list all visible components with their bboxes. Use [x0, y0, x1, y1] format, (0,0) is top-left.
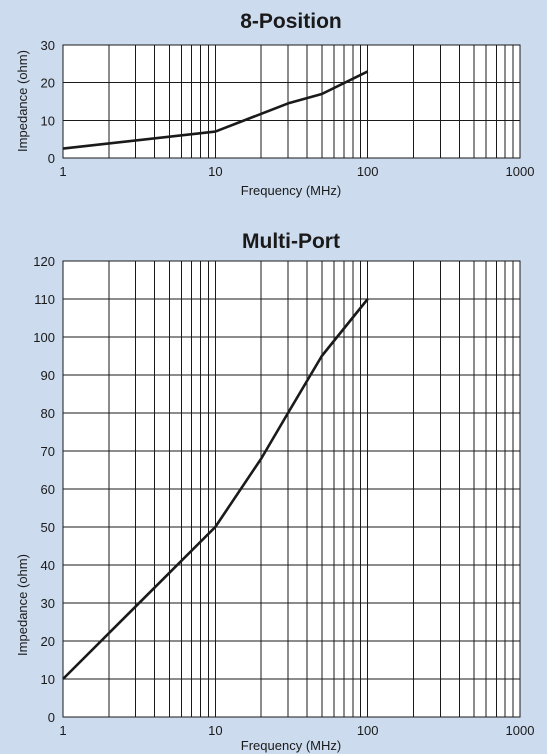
- series-line: [62, 70, 369, 150]
- y-tick-label: 60: [41, 482, 55, 497]
- series-line: [62, 298, 369, 680]
- x-tick-label: 1000: [506, 723, 535, 738]
- y-tick-label: 20: [41, 634, 55, 649]
- chart-multi-port: Multi-Port 01020304050607080901001101201…: [15, 230, 534, 753]
- y-tick-label: 70: [41, 444, 55, 459]
- x-tick-label: 10: [208, 723, 222, 738]
- y-tick-label: 20: [41, 76, 55, 91]
- x-tick-label: 100: [357, 723, 379, 738]
- x-tick-label: 1: [59, 723, 66, 738]
- plot-area: 0 10 20 30 1 10 100 1000: [41, 38, 535, 179]
- y-tick-label: 80: [41, 406, 55, 421]
- x-tick-label: 10: [208, 164, 222, 179]
- y-tick-label: 120: [33, 254, 55, 269]
- y-axis-label: Impedance (ohm): [15, 554, 30, 656]
- y-tick-label: 90: [41, 368, 55, 383]
- chart-title: 8-Position: [240, 10, 342, 33]
- y-tick-label: 110: [34, 292, 55, 307]
- y-tick-label: 10: [41, 113, 55, 128]
- y-tick-label: 40: [41, 558, 55, 573]
- y-axis-label: Impedance (ohm): [15, 50, 30, 152]
- y-tick-label: 0: [48, 710, 55, 725]
- chart-title: Multi-Port: [242, 230, 340, 253]
- x-tick-label: 1000: [506, 164, 535, 179]
- y-tick-label: 0: [48, 151, 55, 166]
- y-tick-label: 30: [41, 596, 55, 611]
- y-tick-label: 30: [41, 38, 55, 53]
- chart-8-position: 8-Position 0 10 20 30 1 10 100 1000 Frequency (…: [15, 10, 534, 198]
- x-tick-label: 1: [59, 164, 66, 179]
- x-tick-label: 100: [357, 164, 379, 179]
- x-axis-label: Frequency (MHz): [241, 183, 341, 198]
- y-tick-label: 10: [41, 672, 55, 687]
- y-tick-label: 50: [41, 520, 55, 535]
- y-tick-label: 100: [33, 330, 55, 345]
- x-axis-label: Frequency (MHz): [241, 738, 341, 753]
